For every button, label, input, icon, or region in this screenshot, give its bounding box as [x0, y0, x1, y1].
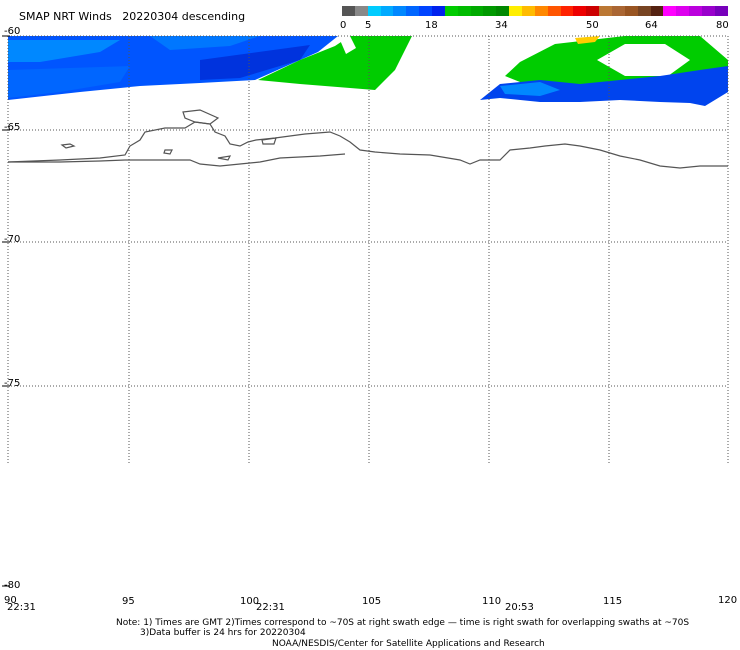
colorbar-segment: [547, 6, 561, 16]
lat-label-80: -80: [4, 580, 21, 591]
colorbar-segment: [637, 6, 651, 16]
colorbar-segment: [624, 6, 638, 16]
footer-note-line1: Note: 1) Times are GMT 2)Times correspon…: [116, 618, 690, 628]
colorbar-segment: [393, 6, 407, 16]
colorbar-segment: [586, 6, 600, 16]
wind-swath-east: [480, 36, 728, 106]
footer-credit: NOAA/NESDIS/Center for Satellite Applica…: [272, 639, 545, 649]
colorbar-segment: [573, 6, 587, 16]
time-label-1: 22:31: [7, 602, 36, 613]
title-date: 20220304: [122, 10, 179, 23]
lat-label-70: -70: [4, 234, 21, 245]
colorbar-segment: [457, 6, 471, 16]
map-title: SMAP NRT Winds 20220304 descending: [19, 11, 245, 22]
colorbar-label-18: 18: [425, 20, 438, 31]
colorbar-segment: [663, 6, 677, 16]
colorbar-segment: [496, 6, 510, 16]
map-frame: [7, 35, 729, 465]
colorbar-label-5: 5: [365, 20, 372, 31]
lat-label-75: -75: [4, 378, 21, 389]
colorbar-label-64: 64: [645, 20, 658, 31]
colorbar-segment: [444, 6, 458, 16]
wind-speed-colorbar: [342, 6, 728, 16]
colorbar-segment: [432, 6, 445, 16]
colorbar-segment: [354, 6, 368, 16]
colorbar-segment: [702, 6, 715, 16]
lat-label-60: -60: [4, 26, 21, 37]
colorbar-segment: [689, 6, 703, 16]
lon-label-115: 115: [603, 596, 623, 607]
lon-label-120: 120: [718, 595, 738, 606]
colorbar-segment: [483, 6, 497, 16]
antarctic-coastline: [7, 109, 728, 169]
colorbar-segment: [367, 6, 381, 16]
colorbar-segment: [380, 6, 394, 16]
lon-label-105: 105: [362, 596, 382, 607]
title-text: SMAP NRT Winds: [19, 10, 112, 23]
colorbar-segment: [522, 6, 535, 16]
colorbar-segment: [650, 6, 664, 16]
time-label-3: 20:53: [505, 602, 534, 613]
colorbar-label-34: 34: [495, 20, 508, 31]
colorbar-label-50: 50: [586, 20, 599, 31]
colorbar-label-0: 0: [340, 20, 347, 31]
title-pass: descending: [181, 10, 246, 23]
footer-note-line2: 3)Data buffer is 24 hrs for 20220304: [140, 628, 306, 638]
colorbar-segment: [676, 6, 690, 16]
lon-label-90: 90: [4, 595, 17, 606]
colorbar-segment: [560, 6, 574, 16]
colorbar-segment: [342, 6, 355, 16]
lon-label-110: 110: [482, 596, 502, 607]
lat-ticks: [2, 35, 10, 587]
graticule: [8, 36, 728, 465]
colorbar-segment: [509, 6, 523, 16]
lat-label-65: -65: [4, 122, 21, 133]
colorbar-segment: [714, 6, 728, 16]
colorbar-segment: [599, 6, 613, 16]
lon-label-100: 100: [240, 596, 260, 607]
colorbar-segment: [419, 6, 433, 16]
colorbar-segment: [470, 6, 484, 16]
wind-swath-west: [8, 36, 412, 100]
colorbar-label-80: 80: [716, 20, 729, 31]
colorbar-segment: [406, 6, 420, 16]
time-label-2: 22:31: [256, 602, 285, 613]
colorbar-segment: [612, 6, 625, 16]
lon-label-95: 95: [122, 596, 135, 607]
colorbar-segment: [534, 6, 548, 16]
